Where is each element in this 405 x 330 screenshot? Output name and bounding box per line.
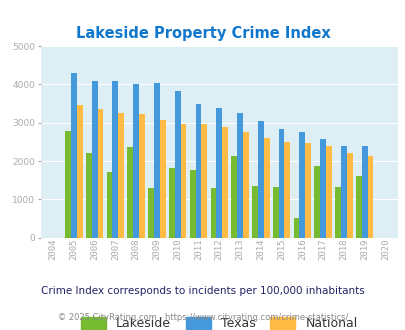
Bar xyxy=(313,166,320,238)
Bar xyxy=(263,138,269,238)
Bar xyxy=(340,146,346,238)
Bar xyxy=(168,168,175,238)
Bar xyxy=(65,131,71,238)
Bar xyxy=(272,187,278,238)
Bar xyxy=(210,188,216,238)
Bar xyxy=(355,176,361,238)
Bar xyxy=(139,114,145,238)
Bar xyxy=(160,120,165,238)
Bar xyxy=(231,156,237,238)
Bar xyxy=(216,108,222,238)
Legend: Lakeside, Texas, National: Lakeside, Texas, National xyxy=(81,316,357,330)
Bar xyxy=(148,188,153,238)
Bar xyxy=(127,147,133,238)
Bar xyxy=(153,83,160,238)
Text: Crime Index corresponds to incidents per 100,000 inhabitants: Crime Index corresponds to incidents per… xyxy=(41,286,364,296)
Bar xyxy=(278,128,284,238)
Bar xyxy=(293,218,298,238)
Bar xyxy=(222,127,227,238)
Bar xyxy=(201,124,207,238)
Bar xyxy=(284,142,290,238)
Bar xyxy=(97,109,103,238)
Bar xyxy=(92,82,97,238)
Bar xyxy=(298,132,305,238)
Bar xyxy=(325,147,331,238)
Bar xyxy=(107,172,112,238)
Bar xyxy=(242,132,248,238)
Text: Lakeside Property Crime Index: Lakeside Property Crime Index xyxy=(75,26,330,41)
Bar xyxy=(118,113,124,238)
Bar xyxy=(133,84,139,238)
Bar xyxy=(189,170,195,238)
Text: © 2025 CityRating.com - https://www.cityrating.com/crime-statistics/: © 2025 CityRating.com - https://www.city… xyxy=(58,313,347,322)
Bar xyxy=(361,146,367,238)
Bar xyxy=(346,153,352,238)
Bar xyxy=(367,156,373,238)
Bar xyxy=(195,104,201,238)
Bar xyxy=(334,187,340,238)
Bar xyxy=(71,73,77,238)
Bar xyxy=(252,186,257,238)
Bar xyxy=(112,81,118,238)
Bar xyxy=(305,144,310,238)
Bar xyxy=(320,139,325,238)
Bar xyxy=(86,153,92,238)
Bar xyxy=(180,124,186,238)
Bar xyxy=(257,121,263,238)
Bar xyxy=(175,91,180,238)
Bar xyxy=(237,113,242,238)
Bar xyxy=(77,105,82,238)
